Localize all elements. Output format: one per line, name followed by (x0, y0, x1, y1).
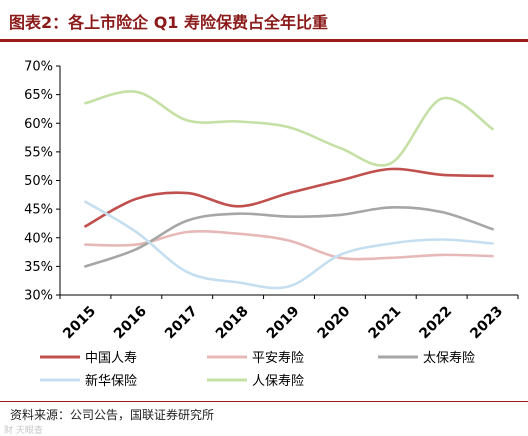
y-tick-label: 50% (24, 174, 53, 189)
line-chart: 30% 35% 40% 45% 50% 55% 60% 65% 70% 2015 2016 2017 2… (24, 60, 519, 389)
series-line (84, 206, 494, 268)
source-note: 资料来源：公司公告，国联证券研究所 (10, 408, 215, 422)
x-tick-label: 2019 (264, 303, 303, 342)
y-tick-label: 70% (24, 60, 53, 75)
chart-title: 图表2：各上市险企 Q1 寿险保费占全年比重 (9, 13, 329, 32)
y-tick-label: 40% (24, 231, 53, 246)
y-tick-label: 30% (24, 289, 53, 304)
y-tick-label: 65% (24, 88, 53, 103)
legend-label: 太保寿险 (423, 351, 475, 366)
legend-label: 新华保险 (85, 373, 137, 389)
x-tick-label: 2021 (366, 303, 405, 342)
x-tick-label: 2022 (416, 303, 455, 342)
series-line (84, 167, 494, 228)
x-tick-label: 2018 (213, 303, 252, 342)
x-tick-label: 2017 (162, 303, 201, 342)
y-tick-label: 45% (24, 203, 53, 218)
y-tick-label: 60% (24, 117, 53, 132)
source-rule (0, 401, 528, 402)
legend-label: 人保寿险 (252, 374, 304, 389)
x-tick-label: 2016 (111, 303, 150, 342)
x-tick-label: 2020 (315, 303, 354, 342)
legend-label: 中国人寿 (85, 351, 137, 366)
x-tick-label: 2015 (60, 303, 99, 342)
series-line (84, 200, 494, 290)
watermark: 财 天眼查 (4, 426, 43, 436)
legend-label: 平安寿险 (252, 351, 304, 366)
title-bar: 图表2：各上市险企 Q1 寿险保费占全年比重 (0, 0, 528, 40)
x-tick-label: 2023 (467, 303, 506, 342)
y-tick-label: 55% (24, 145, 53, 160)
title-rule (0, 39, 528, 42)
series-line (84, 90, 494, 167)
y-tick-label: 35% (24, 260, 53, 275)
